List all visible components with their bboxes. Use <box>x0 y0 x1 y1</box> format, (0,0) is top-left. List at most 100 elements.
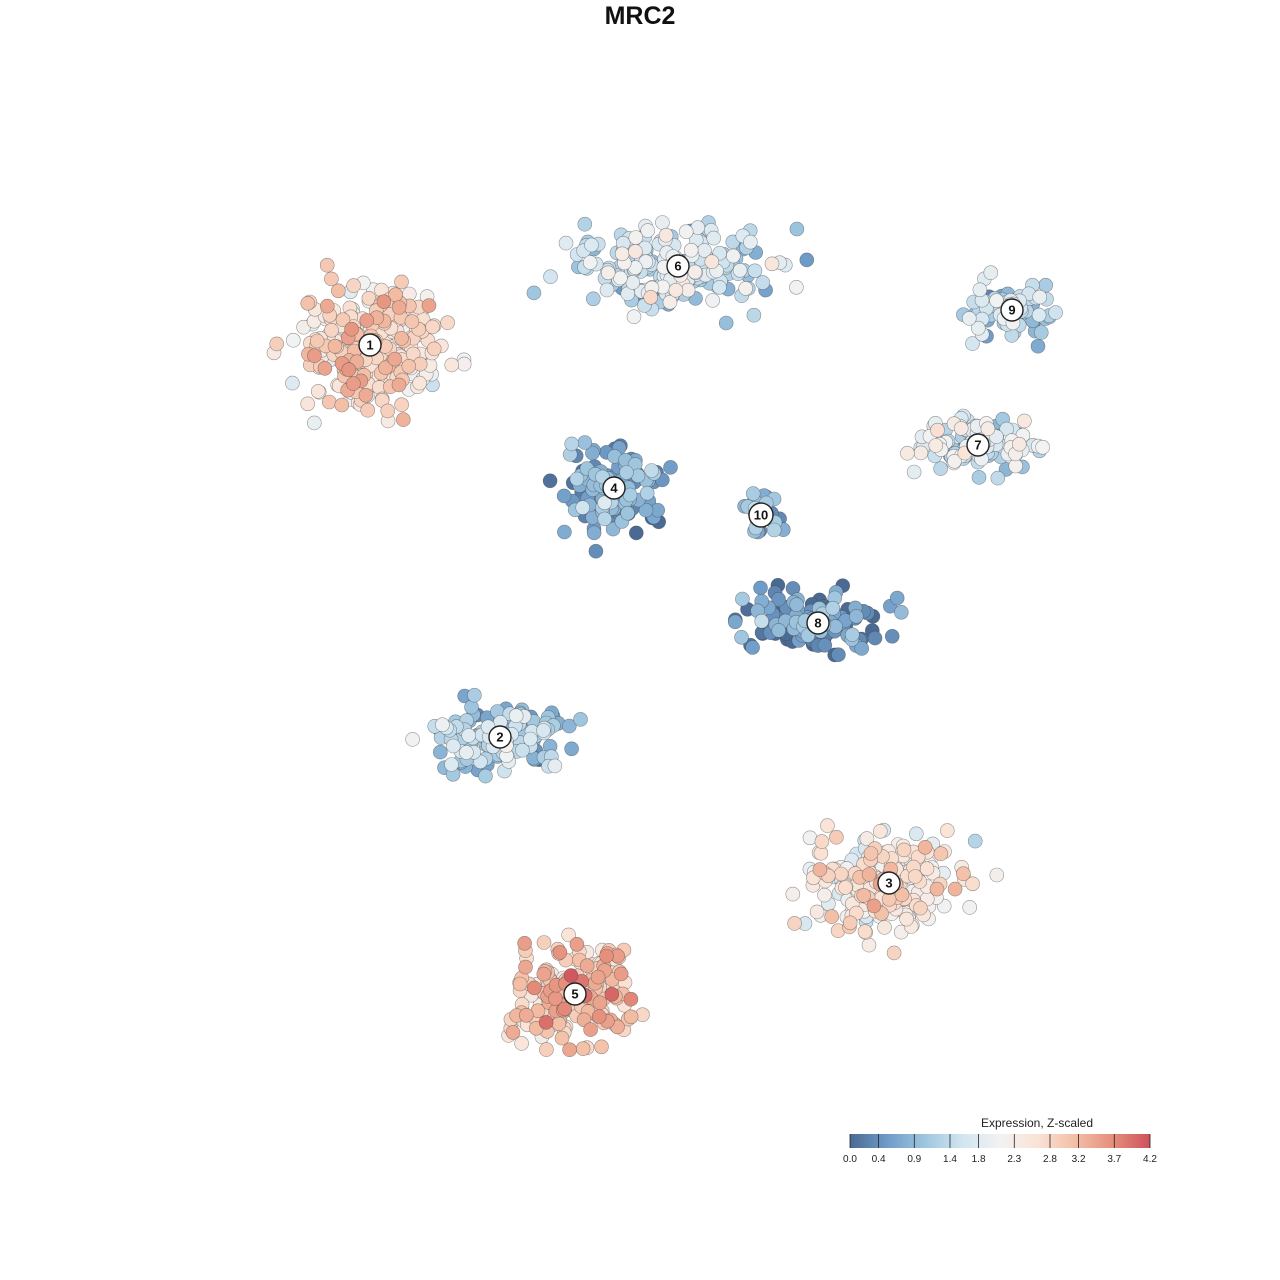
cluster-label-text: 2 <box>496 730 503 745</box>
cell-point <box>687 264 703 280</box>
cell-point <box>764 256 780 272</box>
legend-title: Expression, Z-scaled <box>981 1116 1093 1130</box>
cell-point <box>551 1016 567 1032</box>
cell-point <box>378 360 393 376</box>
cell-point <box>577 435 593 450</box>
cell-point <box>584 237 599 253</box>
cell-point <box>962 900 978 915</box>
cell-point <box>505 1025 521 1040</box>
cell-point <box>597 495 612 511</box>
cell-point <box>421 298 437 313</box>
cell-point <box>562 1042 577 1057</box>
cell-point <box>814 834 830 849</box>
cell-point <box>899 911 914 927</box>
cluster-label-circle <box>1000 298 1024 322</box>
cell-point <box>953 421 969 436</box>
cell-point <box>626 309 642 325</box>
cell-point <box>831 647 846 663</box>
cell-point <box>658 227 674 243</box>
legend-tick-label: 2.8 <box>1043 1154 1057 1165</box>
cell-point <box>515 742 530 758</box>
cell-point <box>309 333 325 349</box>
cell-point <box>556 488 572 504</box>
cell-point <box>579 958 595 974</box>
legend-ticks: 0.0 0.4 0.9 1.4 1.8 2.3 2.8 3.2 3.7 4.2 <box>843 1134 1157 1165</box>
cell-point <box>561 718 577 734</box>
cell-point <box>573 712 588 727</box>
cell-point <box>310 384 326 399</box>
cell-point <box>930 422 945 438</box>
cluster-label-7: 7 <box>966 433 990 457</box>
cell-point <box>569 936 585 952</box>
cell-point <box>734 629 749 645</box>
cell-point <box>838 880 853 895</box>
cell-point <box>789 597 804 612</box>
cell-point <box>754 613 770 629</box>
cell-point <box>825 600 841 616</box>
cell-point <box>884 628 900 644</box>
cell-point <box>306 415 322 431</box>
cell-point <box>755 275 771 290</box>
cell-point <box>889 590 905 606</box>
cell-point <box>766 522 782 538</box>
cell-point <box>856 888 872 903</box>
cell-point <box>965 876 980 892</box>
cell-point <box>939 823 955 838</box>
cell-point <box>614 246 630 262</box>
cell-point <box>799 252 815 268</box>
cell-point <box>896 842 912 858</box>
cluster-label-circle <box>966 433 990 457</box>
cell-point <box>771 591 786 607</box>
cell-point <box>662 294 678 310</box>
cell-point <box>517 935 532 951</box>
cell-point <box>554 1030 570 1046</box>
cell-point <box>705 293 721 308</box>
legend-tick-label: 0.4 <box>872 1154 886 1165</box>
cell-point <box>508 708 524 724</box>
cell-point <box>335 312 351 328</box>
cell-point <box>330 283 346 299</box>
cell-point <box>848 608 864 624</box>
cell-point <box>817 637 833 653</box>
cell-point <box>970 320 986 336</box>
cell-point <box>380 403 396 419</box>
cluster-label-text: 3 <box>885 876 892 891</box>
cell-point <box>319 298 335 314</box>
cell-point <box>867 630 883 646</box>
cell-point <box>747 263 763 279</box>
cluster-label-circle <box>358 333 382 357</box>
legend-tick-label: 0.9 <box>907 1154 921 1165</box>
cell-point <box>391 377 407 393</box>
cell-point <box>886 945 902 961</box>
cell-point <box>405 732 420 747</box>
cell-point <box>745 640 760 655</box>
cell-point <box>990 470 1006 486</box>
cell-point <box>444 757 459 772</box>
cell-point <box>745 486 761 501</box>
cell-point <box>536 723 551 738</box>
cell-point <box>599 948 614 964</box>
cell-point <box>644 463 659 478</box>
cell-point <box>394 274 409 290</box>
cell-point <box>518 1007 534 1023</box>
cell-point <box>842 915 858 931</box>
cluster-label-circle <box>806 611 830 635</box>
cell-point <box>395 412 411 427</box>
cluster-label-3: 3 <box>877 871 901 895</box>
cell-point <box>643 289 659 305</box>
cluster-label-9: 9 <box>1000 298 1024 322</box>
cell-point <box>812 862 828 877</box>
cell-point <box>965 336 980 351</box>
cell-point <box>623 1009 639 1025</box>
cluster-label-4: 4 <box>602 476 626 500</box>
cell-point <box>317 361 333 376</box>
cell-point <box>789 279 804 295</box>
cell-point <box>269 336 285 352</box>
cluster-label-text: 8 <box>814 616 821 631</box>
cell-point <box>440 315 455 331</box>
cell-point <box>947 881 963 897</box>
cell-point <box>564 741 579 757</box>
cell-point <box>628 230 644 245</box>
cell-point <box>575 1041 591 1056</box>
cell-point <box>307 348 322 364</box>
